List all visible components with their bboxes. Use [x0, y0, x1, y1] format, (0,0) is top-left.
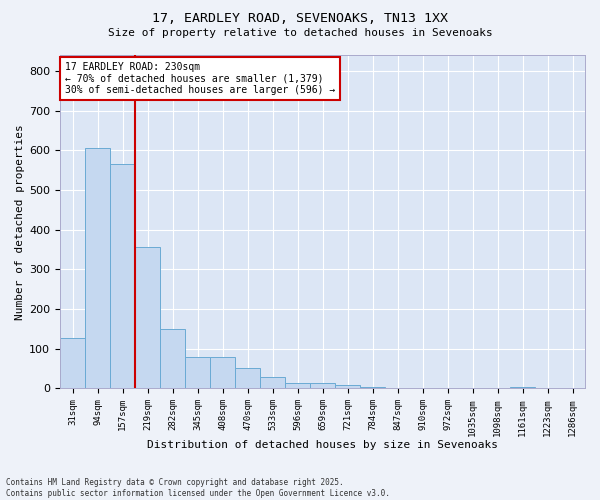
Bar — [510, 386, 535, 388]
Bar — [235, 368, 260, 388]
Bar — [85, 148, 110, 388]
Text: 17, EARDLEY ROAD, SEVENOAKS, TN13 1XX: 17, EARDLEY ROAD, SEVENOAKS, TN13 1XX — [152, 12, 448, 26]
Bar — [285, 384, 310, 388]
Text: Size of property relative to detached houses in Sevenoaks: Size of property relative to detached ho… — [107, 28, 493, 38]
Text: 17 EARDLEY ROAD: 230sqm
← 70% of detached houses are smaller (1,379)
30% of semi: 17 EARDLEY ROAD: 230sqm ← 70% of detache… — [65, 62, 335, 95]
Bar — [335, 384, 360, 388]
Bar — [110, 164, 135, 388]
Bar — [135, 247, 160, 388]
Bar — [160, 329, 185, 388]
Y-axis label: Number of detached properties: Number of detached properties — [15, 124, 25, 320]
Bar — [60, 338, 85, 388]
Text: Contains HM Land Registry data © Crown copyright and database right 2025.
Contai: Contains HM Land Registry data © Crown c… — [6, 478, 390, 498]
Bar — [260, 376, 285, 388]
X-axis label: Distribution of detached houses by size in Sevenoaks: Distribution of detached houses by size … — [147, 440, 498, 450]
Bar — [210, 357, 235, 388]
Bar — [310, 384, 335, 388]
Bar — [185, 357, 210, 388]
Bar — [360, 386, 385, 388]
